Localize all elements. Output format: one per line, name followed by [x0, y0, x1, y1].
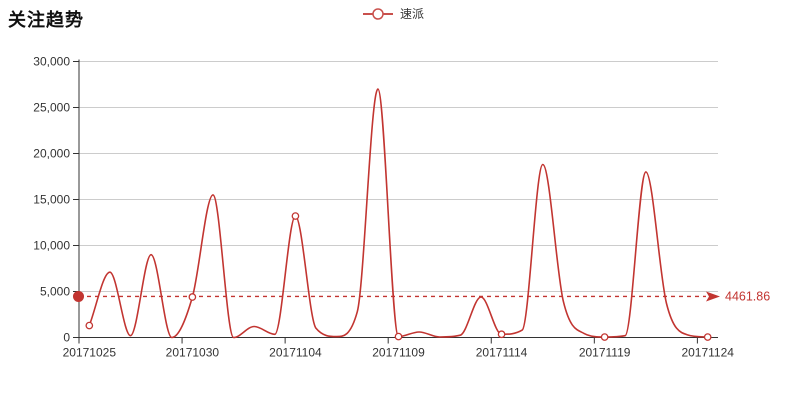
- average-line-arrow-icon: [706, 291, 720, 302]
- svg-text:0: 0: [63, 331, 70, 345]
- svg-text:10,000: 10,000: [33, 239, 70, 253]
- y-axis-labels: 0 5,000 10,000 15,000 20,000 25,000 30,000: [33, 55, 70, 345]
- axes: [73, 59, 718, 344]
- average-line-label: 4461.86: [725, 289, 770, 303]
- x-axis-labels: 20171025 20171030 20171104 20171109 20171114…: [63, 346, 735, 360]
- svg-text:20171114: 20171114: [476, 346, 528, 360]
- svg-text:20171109: 20171109: [372, 346, 425, 360]
- series-line-supai: [88, 88, 708, 339]
- svg-text:30,000: 30,000: [33, 55, 70, 69]
- svg-text:20171119: 20171119: [579, 346, 631, 360]
- svg-text:20,000: 20,000: [33, 147, 70, 161]
- svg-text:20171025: 20171025: [63, 346, 117, 360]
- svg-text:4461.86: 4461.86: [725, 289, 770, 303]
- svg-text:20171124: 20171124: [681, 346, 734, 360]
- series-markers: [85, 212, 712, 341]
- svg-text:20171030: 20171030: [166, 346, 220, 360]
- y-gridlines: [79, 61, 718, 292]
- svg-text:5,000: 5,000: [40, 285, 70, 299]
- average-line: [73, 290, 720, 302]
- legend-label: 速派: [400, 7, 425, 21]
- svg-text:15,000: 15,000: [33, 193, 70, 207]
- svg-text:20171104: 20171104: [269, 346, 322, 360]
- page-title: 关注趋势: [8, 10, 84, 30]
- legend-item-supai[interactable]: 速派: [362, 5, 424, 22]
- legend-line-circle-icon: [363, 7, 393, 20]
- svg-text:25,000: 25,000: [33, 101, 70, 115]
